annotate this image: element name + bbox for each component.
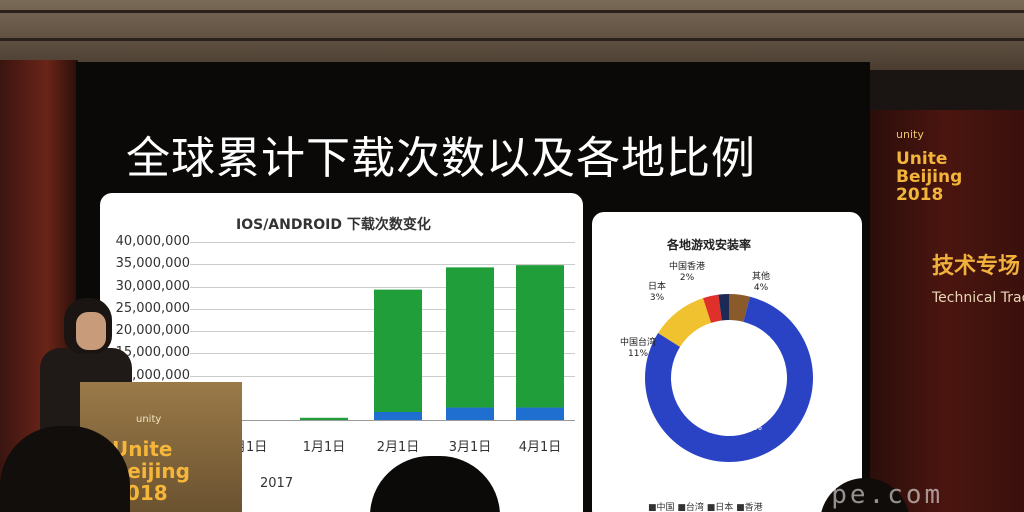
label-jp-name: 日本 — [648, 282, 667, 292]
label-tw-pct: 11% — [628, 349, 649, 359]
gridline — [190, 242, 575, 243]
label-other-pct: 4% — [753, 283, 769, 293]
bar-segment — [374, 289, 422, 412]
donut-chart-panel — [592, 212, 862, 512]
side-banner-cn: 技术专场 — [932, 254, 1021, 279]
bar-segment — [516, 407, 564, 420]
ceiling-line — [0, 38, 1024, 41]
y-tick-label: 20,000,000 — [115, 323, 190, 338]
slide-title: 全球累计下载次数以及各地比例 — [126, 133, 756, 184]
donut-slice — [729, 294, 750, 322]
side-title-line3: 2018 — [896, 185, 944, 205]
label-cn-name: 中国 — [743, 412, 762, 422]
x-tick-label: 2月1日 — [376, 440, 420, 455]
y-tick-label: 30,000,000 — [115, 278, 190, 294]
ceiling-line — [0, 10, 1024, 13]
gridline — [190, 286, 575, 288]
bar-segment — [516, 265, 564, 408]
donut-chart-title: 各地游戏安装率 — [667, 238, 752, 252]
y-tick-label: 25,000,000 — [115, 300, 190, 316]
podium-title-line1: Unite — [112, 437, 173, 461]
bar-segment — [374, 411, 422, 420]
y-tick-label: 10,000,000 — [115, 367, 190, 383]
side-title-line1: Unite — [896, 149, 948, 169]
label-hk-pct: 2% — [679, 273, 695, 283]
x-tick-label: 1月1日 — [302, 440, 346, 455]
side-banner-title: Unite Beijing 2018 — [896, 150, 962, 204]
podium-logo: unity — [136, 414, 162, 425]
label-cn: 中国 80% — [742, 412, 762, 434]
side-banner-logo: unity — [896, 128, 924, 141]
y-tick-label: 15,000,000 — [115, 345, 190, 361]
donut-slice — [645, 296, 813, 463]
gridline — [190, 264, 575, 266]
side-banner — [868, 110, 1024, 512]
audience-head — [0, 426, 130, 512]
label-jp: 日本 3% — [648, 282, 666, 304]
side-title-line2: Beijing — [896, 167, 963, 187]
donut-slice — [658, 298, 712, 347]
donut-legend: ■中国 ■台湾 ■日本 ■香港 — [648, 503, 763, 512]
podium-title-line2: Beijing — [112, 459, 190, 483]
label-other: 其他 4% — [752, 272, 770, 294]
label-cn-pct: 80% — [742, 423, 763, 433]
x-axis-year: 2017 — [260, 476, 294, 491]
y-tick-label: 35,000,000 — [115, 256, 190, 272]
label-other-name: 其他 — [752, 272, 771, 282]
y-tick-label: 40,000,000 — [115, 234, 190, 249]
bar-segment — [300, 417, 348, 420]
watermark: leohope.com — [738, 480, 944, 510]
label-jp-pct: 3% — [649, 293, 665, 303]
presenter-face — [76, 312, 106, 350]
donut-slice — [703, 294, 722, 323]
x-tick-label: 3月1日 — [448, 440, 492, 455]
side-banner-en: Technical Track — [932, 290, 1024, 306]
label-hk: 中国香港 2% — [669, 262, 705, 284]
label-hk-name: 中国香港 — [669, 262, 706, 272]
bar-chart-title: IOS/ANDROID 下载次数变化 — [236, 217, 431, 233]
label-tw: 中国台湾 11% — [620, 338, 656, 360]
donut-slice — [718, 294, 729, 321]
x-axis-line — [190, 420, 575, 421]
x-tick-label: 4月1日 — [518, 440, 562, 455]
bar-segment — [446, 267, 494, 408]
label-tw-name: 中国台湾 — [620, 338, 657, 348]
bar-segment — [446, 407, 494, 420]
